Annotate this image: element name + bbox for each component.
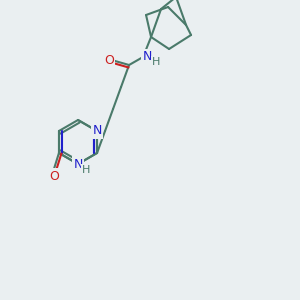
Text: O: O — [49, 169, 59, 182]
Text: O: O — [104, 55, 114, 68]
Text: N: N — [92, 124, 102, 137]
Text: N: N — [73, 158, 83, 170]
Text: N: N — [142, 50, 152, 64]
Text: H: H — [82, 165, 90, 175]
Text: H: H — [152, 57, 160, 67]
